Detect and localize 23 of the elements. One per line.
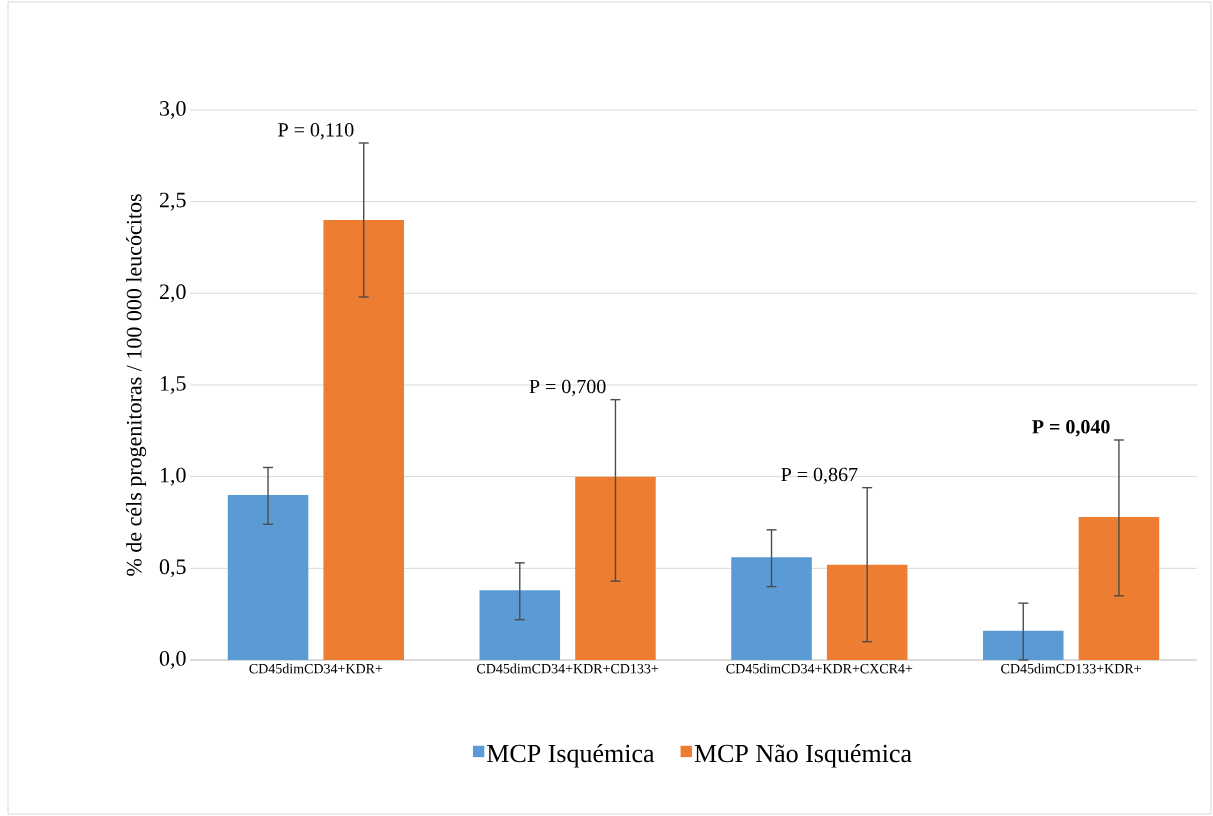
- y-axis-title: % de céls progenitoras / 100 000 leucócitos: [126, 194, 147, 576]
- x-tick-label: CD45dimCD133+KDR+: [1001, 663, 1141, 674]
- annotation: P = 0,110: [278, 123, 354, 140]
- legend-label: MCP Isquémica: [487, 743, 655, 768]
- bar: [731, 557, 812, 660]
- bar: [982, 630, 1064, 660]
- y-tick-label: 2,5: [159, 192, 186, 211]
- y-tick-label: 0,5: [159, 559, 186, 578]
- bar: [227, 494, 309, 660]
- x-tick-label: CD45dimCD34+KDR+CXCR4+: [726, 663, 913, 674]
- bar: [479, 590, 561, 660]
- bar: [323, 219, 404, 660]
- y-tick-label: 1,5: [160, 376, 186, 394]
- y-tick-label: 0,0: [159, 650, 186, 669]
- annotation: P = 0,040: [1032, 420, 1110, 437]
- y-tick-label: 2,0: [159, 284, 186, 303]
- legend-label: MCP Não Isquémica: [694, 743, 912, 768]
- x-tick-label: CD45dimCD34+KDR+CD133+: [477, 663, 659, 674]
- y-tick-label: 1,0: [160, 467, 186, 486]
- annotation: P = 0,867: [781, 467, 858, 485]
- y-tick-label: 3,0: [160, 100, 186, 119]
- x-tick-label: CD45dimCD34+KDR+: [249, 663, 383, 674]
- annotation: P = 0,700: [529, 379, 606, 397]
